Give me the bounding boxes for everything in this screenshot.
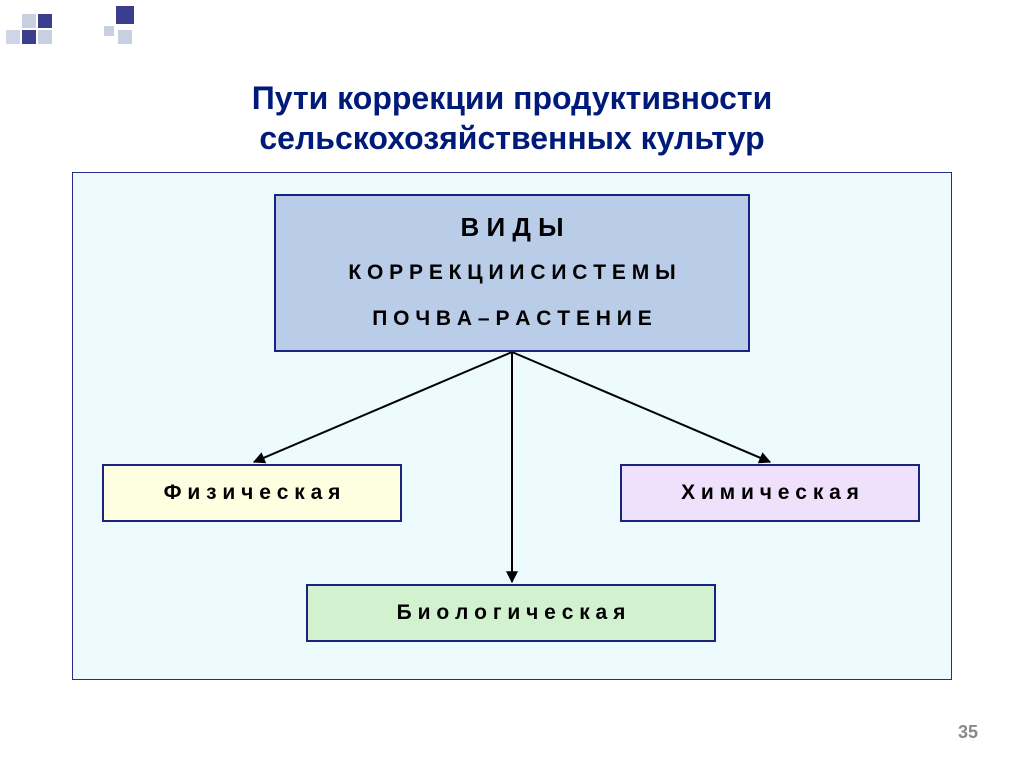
slide-stage: Пути коррекции продуктивности сельскохоз… <box>0 0 1024 767</box>
right-node: Х и м и ч е с к а я <box>620 464 920 522</box>
root-node: В И Д ЫК О Р Р Е К Ц И И С И С Т Е М ЫП … <box>274 194 750 352</box>
root-node-line: П О Ч В А – Р А С Т Е Н И Е <box>284 296 740 342</box>
arrow <box>254 352 512 462</box>
left-node: Ф и з и ч е с к а я <box>102 464 402 522</box>
root-node-label: В И Д ЫК О Р Р Е К Ц И И С И С Т Е М ЫП … <box>276 200 748 346</box>
diagram-arrows <box>0 0 1024 767</box>
arrow <box>512 352 770 462</box>
page-number: 35 <box>958 722 978 743</box>
left-node-label: Ф и з и ч е с к а я <box>104 477 400 509</box>
right-node-label: Х и м и ч е с к а я <box>622 477 918 509</box>
root-node-line: В И Д Ы <box>284 204 740 250</box>
root-node-line: К О Р Р Е К Ц И И С И С Т Е М Ы <box>284 250 740 296</box>
bottom-node: Б и о л о г и ч е с к а я <box>306 584 716 642</box>
bottom-node-label: Б и о л о г и ч е с к а я <box>308 597 714 629</box>
page-number-text: 35 <box>958 722 978 742</box>
